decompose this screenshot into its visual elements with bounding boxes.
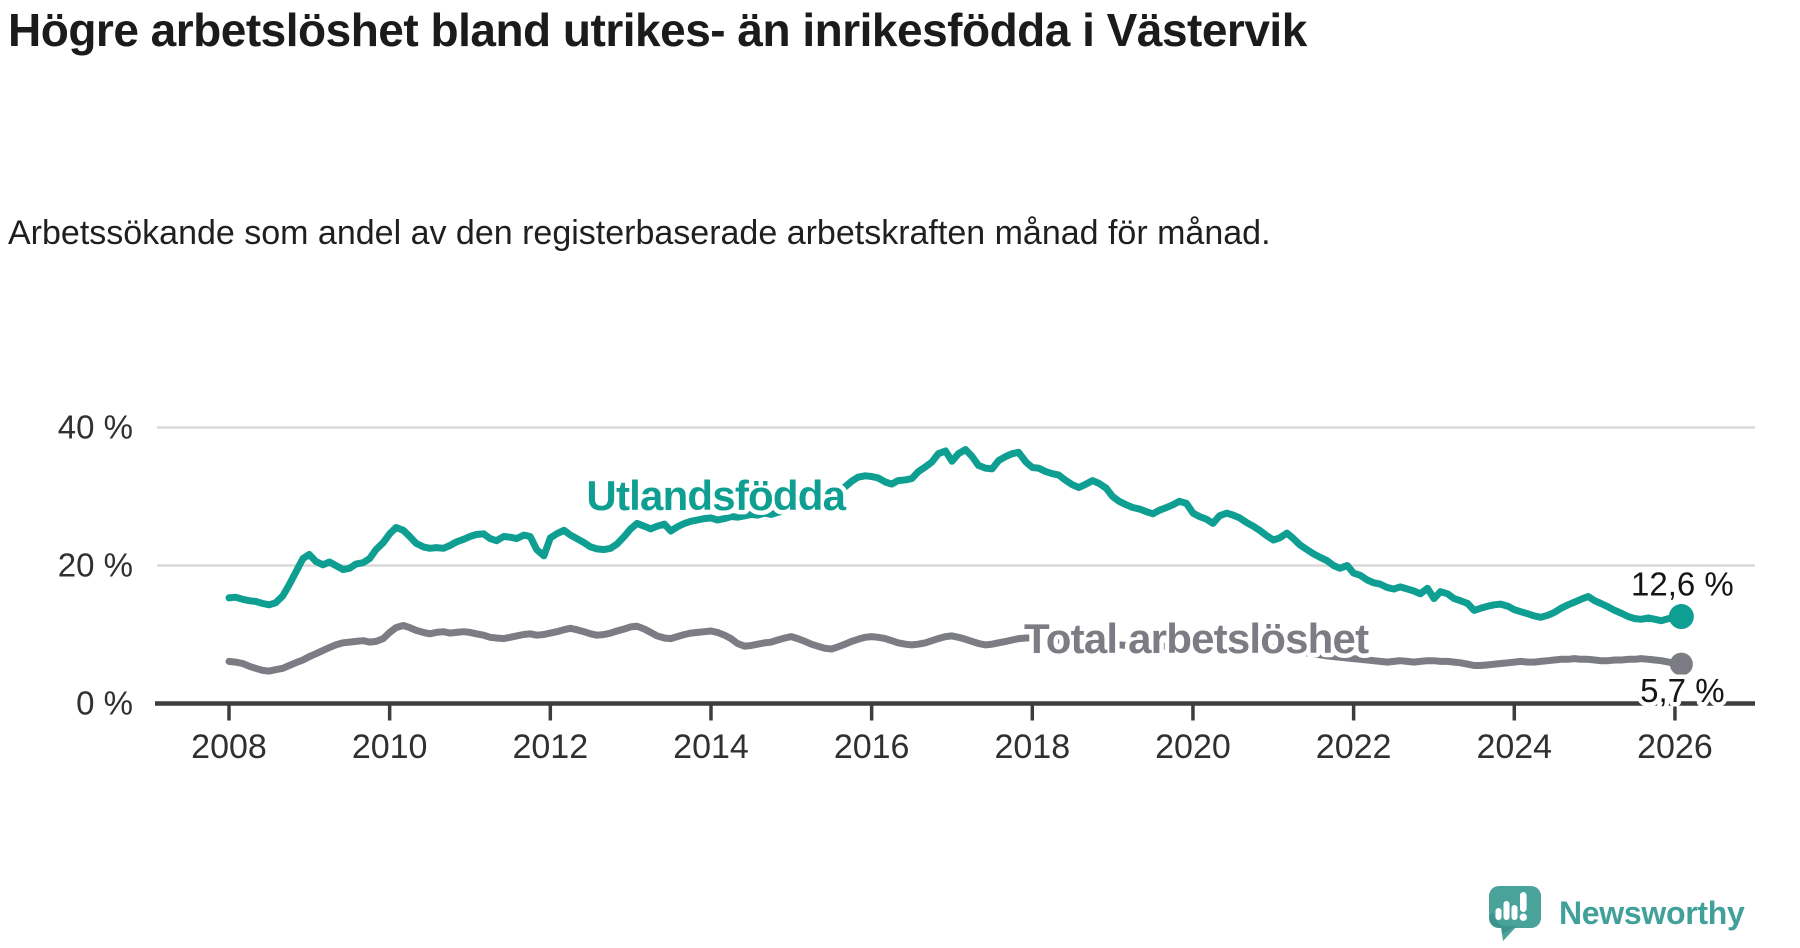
x-tick-label: 2008 bbox=[191, 728, 267, 766]
x-tick-label: 2026 bbox=[1637, 728, 1713, 766]
unemployment-line-chart: 2008 2010 2012 2014 2016 2018 2020 2022 2024 2026… bbox=[58, 409, 1755, 766]
y-tick-label: 0 % bbox=[76, 685, 133, 722]
x-tick-label: 2018 bbox=[994, 728, 1070, 766]
x-tick-label: 2024 bbox=[1476, 728, 1552, 766]
series-line-1 bbox=[225, 622, 1685, 675]
page-title: Högre arbetslöshet bland utrikes- än inr… bbox=[8, 4, 1307, 56]
x-tick-label: 2012 bbox=[512, 728, 588, 766]
x-tick-label: 2010 bbox=[352, 728, 428, 766]
series-label-0: Utlandsfödda bbox=[586, 472, 846, 519]
series-end-value-1: 5,7 % bbox=[1640, 672, 1724, 709]
y-tick-label: 20 % bbox=[58, 547, 133, 584]
newsworthy-logo: Newsworthy bbox=[1486, 884, 1745, 942]
x-tick-label: 2016 bbox=[834, 728, 910, 766]
series-end-dot-0 bbox=[1668, 604, 1694, 630]
x-tick-label: 2014 bbox=[673, 728, 749, 766]
x-tick-label: 2020 bbox=[1155, 728, 1231, 766]
series-end-value-0: 12,6 % bbox=[1631, 566, 1734, 603]
page-subtitle: Arbetssökande som andel av den registerb… bbox=[8, 214, 1271, 252]
newsworthy-wordmark: Newsworthy bbox=[1559, 894, 1745, 931]
series-line-0 bbox=[225, 446, 1685, 625]
x-tick-label: 2022 bbox=[1316, 728, 1392, 766]
newsworthy-icon bbox=[1489, 886, 1541, 941]
series-end-dot-1 bbox=[1669, 652, 1693, 676]
y-tick-label: 40 % bbox=[58, 409, 133, 446]
series-label-1: Total arbetslöshet bbox=[1024, 615, 1369, 662]
